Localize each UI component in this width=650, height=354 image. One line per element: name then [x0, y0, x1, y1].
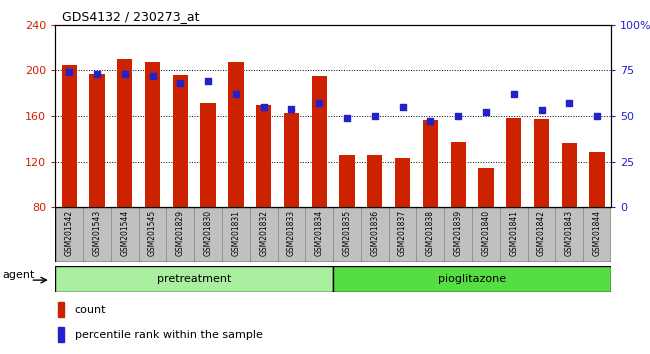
Bar: [478, 169, 493, 207]
Text: GSM201843: GSM201843: [565, 210, 574, 256]
Text: pioglitazone: pioglitazone: [438, 274, 506, 284]
Bar: [278, 207, 306, 262]
Point: [453, 113, 463, 119]
Point: [397, 104, 408, 110]
Point: [370, 113, 380, 119]
Text: GSM201833: GSM201833: [287, 210, 296, 256]
Bar: [58, 327, 64, 342]
Text: GSM201839: GSM201839: [454, 210, 463, 256]
Bar: [228, 62, 244, 207]
Bar: [173, 75, 188, 207]
Bar: [534, 119, 549, 207]
Text: GSM201844: GSM201844: [593, 210, 602, 256]
Point: [314, 100, 324, 106]
Text: GSM201543: GSM201543: [92, 210, 101, 256]
Text: GSM201842: GSM201842: [537, 210, 546, 256]
Bar: [58, 302, 64, 317]
Text: GSM201545: GSM201545: [148, 210, 157, 256]
Bar: [500, 207, 528, 262]
Bar: [367, 155, 382, 207]
Bar: [256, 104, 271, 207]
Bar: [395, 158, 410, 207]
Point: [231, 91, 241, 97]
Point: [148, 73, 158, 79]
Bar: [55, 266, 333, 292]
Bar: [55, 207, 83, 262]
Bar: [222, 207, 250, 262]
Bar: [284, 113, 299, 207]
Bar: [194, 207, 222, 262]
Point: [508, 91, 519, 97]
Bar: [145, 62, 160, 207]
Text: GSM201841: GSM201841: [509, 210, 518, 256]
Text: GSM201836: GSM201836: [370, 210, 380, 256]
Text: GSM201838: GSM201838: [426, 210, 435, 256]
Text: GSM201835: GSM201835: [343, 210, 352, 256]
Text: pretreatment: pretreatment: [157, 274, 231, 284]
Point: [120, 71, 130, 77]
Text: percentile rank within the sample: percentile rank within the sample: [75, 330, 263, 339]
Bar: [562, 143, 577, 207]
Bar: [339, 155, 355, 207]
Point: [92, 71, 102, 77]
Point: [259, 104, 269, 110]
Bar: [83, 207, 111, 262]
Bar: [417, 207, 445, 262]
Point: [592, 113, 603, 119]
Bar: [306, 207, 333, 262]
Bar: [555, 207, 583, 262]
Text: GSM201834: GSM201834: [315, 210, 324, 256]
Bar: [506, 118, 521, 207]
Bar: [166, 207, 194, 262]
Text: count: count: [75, 305, 106, 315]
Text: GSM201837: GSM201837: [398, 210, 407, 256]
Point: [481, 109, 491, 115]
Bar: [250, 207, 278, 262]
Text: GSM201542: GSM201542: [64, 210, 73, 256]
Bar: [528, 207, 556, 262]
Point: [286, 106, 296, 112]
Bar: [89, 74, 105, 207]
Bar: [200, 103, 216, 207]
Bar: [111, 207, 138, 262]
Point: [564, 100, 575, 106]
Bar: [472, 207, 500, 262]
Point: [203, 79, 213, 84]
Point: [64, 69, 74, 75]
Bar: [445, 207, 472, 262]
Text: GSM201831: GSM201831: [231, 210, 240, 256]
Text: GSM201829: GSM201829: [176, 210, 185, 256]
Text: GSM201840: GSM201840: [482, 210, 491, 256]
Point: [342, 115, 352, 121]
Point: [425, 119, 436, 124]
Bar: [311, 76, 327, 207]
Text: GDS4132 / 230273_at: GDS4132 / 230273_at: [62, 10, 200, 23]
Bar: [361, 207, 389, 262]
Point: [175, 80, 185, 86]
Bar: [62, 65, 77, 207]
Bar: [138, 207, 166, 262]
Bar: [389, 207, 417, 262]
Bar: [422, 120, 438, 207]
Bar: [590, 152, 605, 207]
Bar: [450, 142, 466, 207]
Text: GSM201544: GSM201544: [120, 210, 129, 256]
Bar: [583, 207, 611, 262]
Text: GSM201832: GSM201832: [259, 210, 268, 256]
Point: [536, 108, 547, 113]
Bar: [117, 59, 133, 207]
Text: GSM201830: GSM201830: [203, 210, 213, 256]
Text: agent: agent: [3, 270, 35, 280]
Bar: [333, 266, 611, 292]
Bar: [333, 207, 361, 262]
